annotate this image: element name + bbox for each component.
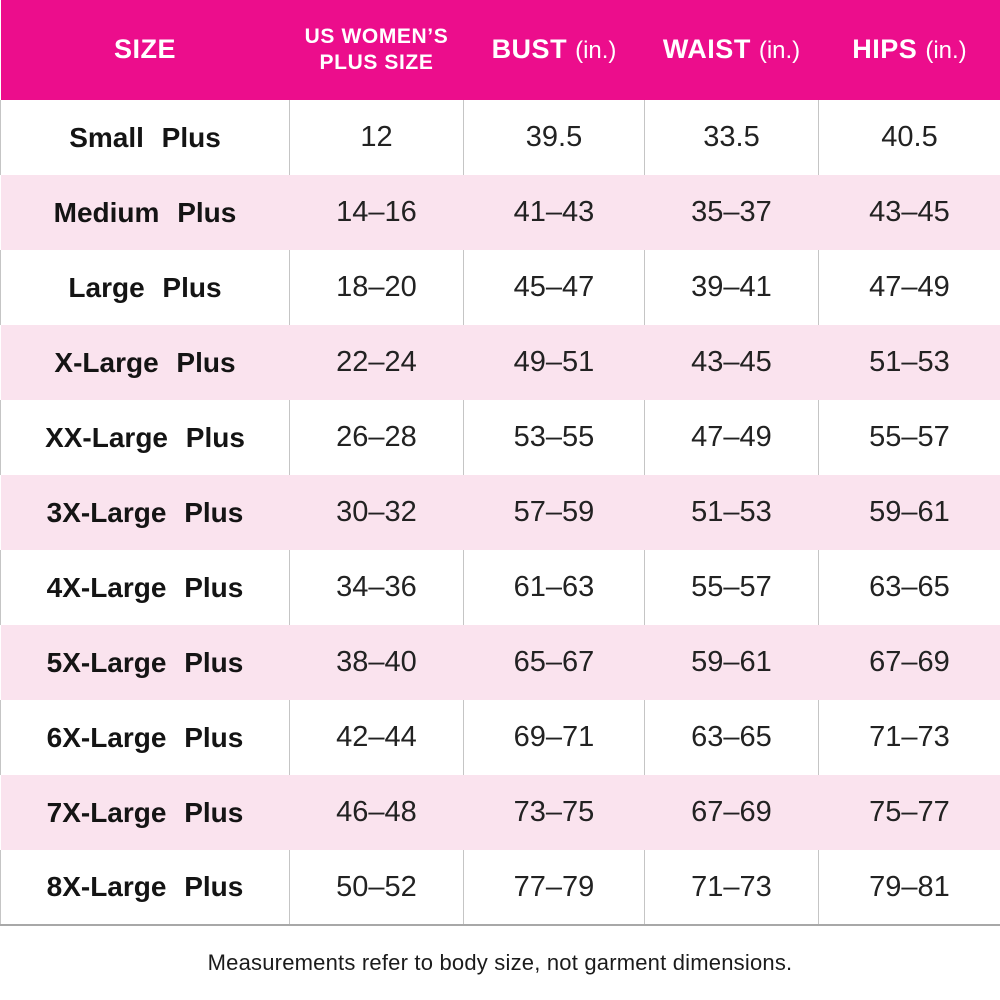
table-row: Medium Plus 14–16 41–43 35–37 43–45: [0, 175, 1000, 250]
measurement-cell: 46–48: [336, 796, 417, 828]
measurement-cell: 63–65: [818, 550, 1000, 625]
table-row: Large Plus 18–20 45–47 39–41 47–49: [0, 250, 1000, 325]
table-row: 6X-Large Plus 42–44 69–71 63–65 71–73: [0, 700, 1000, 775]
table-row: 8X-Large Plus 50–52 77–79 71–73 79–81: [0, 850, 1000, 926]
measurement-cell: 30–32: [336, 496, 417, 528]
column-header-waist-unit: (in.): [758, 37, 801, 65]
measurement-cell: 35–37: [691, 196, 772, 228]
measurement-cell: 43–45: [691, 346, 772, 378]
measurement-cell: 14–16: [336, 196, 417, 228]
table-row: X-Large Plus 22–24 49–51 43–45 51–53: [0, 325, 1000, 400]
measurement-cell: 77–79: [463, 850, 645, 926]
column-header-bust: BUST (in.): [463, 0, 645, 100]
size-label-cell: 7X-Large Plus: [46, 796, 244, 828]
measurement-cell: 55–57: [818, 400, 1000, 475]
size-label-cell: 5X-Large Plus: [46, 646, 244, 678]
column-header-hips: HIPS (in.): [818, 0, 1000, 100]
size-label-cell: 4X-Large Plus: [0, 550, 290, 625]
size-chart-table: SIZE US WOMEN’S PLUS SIZE BUST (in.) WAI…: [0, 0, 1000, 926]
header-row: SIZE US WOMEN’S PLUS SIZE BUST (in.) WAI…: [0, 0, 1000, 100]
size-label-cell: 3X-Large Plus: [46, 496, 244, 528]
table-row: 4X-Large Plus 34–36 61–63 55–57 63–65: [0, 550, 1000, 625]
column-header-waist-label: WAIST: [662, 34, 751, 65]
measurement-cell: 41–43: [513, 196, 595, 228]
measurement-cell: 51–53: [691, 496, 772, 528]
measurement-cell: 59–61: [691, 646, 772, 678]
measurement-cell: 63–65: [644, 700, 819, 775]
column-header-us-plus-size-line1: US WOMEN’S: [304, 25, 449, 48]
measurement-cell: 43–45: [869, 196, 950, 228]
measurement-cell: 12: [289, 100, 464, 175]
measurement-cell: 38–40: [336, 646, 417, 678]
table-body: Small Plus 12 39.5 33.5 40.5 Medium Plus 14–16…: [0, 100, 1000, 926]
table-header: SIZE US WOMEN’S PLUS SIZE BUST (in.) WAI…: [0, 0, 1000, 100]
size-label-cell: 8X-Large Plus: [0, 850, 290, 926]
measurement-cell: 39.5: [463, 100, 645, 175]
measurement-cell: 59–61: [869, 496, 950, 528]
measurement-cell: 65–67: [513, 646, 595, 678]
measurement-cell: 61–63: [463, 550, 645, 625]
size-label-cell: XX-Large Plus: [0, 400, 290, 475]
column-header-hips-unit: (in.): [925, 37, 967, 65]
measurement-cell: 75–77: [869, 796, 950, 828]
measurement-cell: 53–55: [463, 400, 645, 475]
measurement-cell: 67–69: [691, 796, 772, 828]
measurement-cell: 34–36: [289, 550, 464, 625]
measurement-cell: 51–53: [869, 346, 950, 378]
measurement-cell: 55–57: [644, 550, 819, 625]
measurement-cell: 47–49: [644, 400, 819, 475]
column-header-size: SIZE: [0, 0, 290, 100]
column-header-us-plus-size: US WOMEN’S PLUS SIZE: [289, 0, 464, 100]
measurement-cell: 73–75: [513, 796, 595, 828]
column-header-bust-unit: (in.): [575, 37, 617, 65]
measurement-cell: 45–47: [463, 250, 645, 325]
measurement-cell: 26–28: [289, 400, 464, 475]
measurement-cell: 50–52: [289, 850, 464, 926]
table-row: 5X-Large Plus 38–40 65–67 59–61 67–69: [0, 625, 1000, 700]
size-label-cell: Small Plus: [0, 100, 290, 175]
footnote: Measurements refer to body size, not gar…: [207, 950, 793, 975]
table-row: 7X-Large Plus 46–48 73–75 67–69 75–77: [0, 775, 1000, 850]
measurement-cell: 71–73: [818, 700, 1000, 775]
measurement-cell: 49–51: [513, 346, 595, 378]
size-label-cell: 6X-Large Plus: [0, 700, 290, 775]
measurement-cell: 42–44: [289, 700, 464, 775]
measurement-cell: 79–81: [818, 850, 1000, 926]
column-header-waist: WAIST (in.): [644, 0, 819, 100]
column-header-us-plus-size-line2: PLUS SIZE: [319, 51, 434, 74]
measurement-cell: 71–73: [644, 850, 819, 926]
measurement-cell: 33.5: [644, 100, 819, 175]
table-row: XX-Large Plus 26–28 53–55 47–49 55–57: [0, 400, 1000, 475]
table-row: 3X-Large Plus 30–32 57–59 51–53 59–61: [0, 475, 1000, 550]
measurement-cell: 47–49: [818, 250, 1000, 325]
measurement-cell: 22–24: [336, 346, 417, 378]
column-header-hips-label: HIPS: [852, 34, 918, 65]
measurement-cell: 18–20: [289, 250, 464, 325]
measurement-cell: 69–71: [463, 700, 645, 775]
measurement-cell: 67–69: [869, 646, 950, 678]
column-header-size-label: SIZE: [113, 34, 176, 65]
table-row: Small Plus 12 39.5 33.5 40.5: [0, 100, 1000, 175]
column-header-bust-label: BUST: [491, 34, 568, 65]
size-label-cell: Medium Plus: [53, 196, 237, 228]
size-label-cell: X-Large Plus: [54, 346, 236, 378]
size-label-cell: Large Plus: [0, 250, 290, 325]
measurement-cell: 39–41: [644, 250, 819, 325]
measurement-cell: 40.5: [818, 100, 1000, 175]
measurement-cell: 57–59: [513, 496, 595, 528]
